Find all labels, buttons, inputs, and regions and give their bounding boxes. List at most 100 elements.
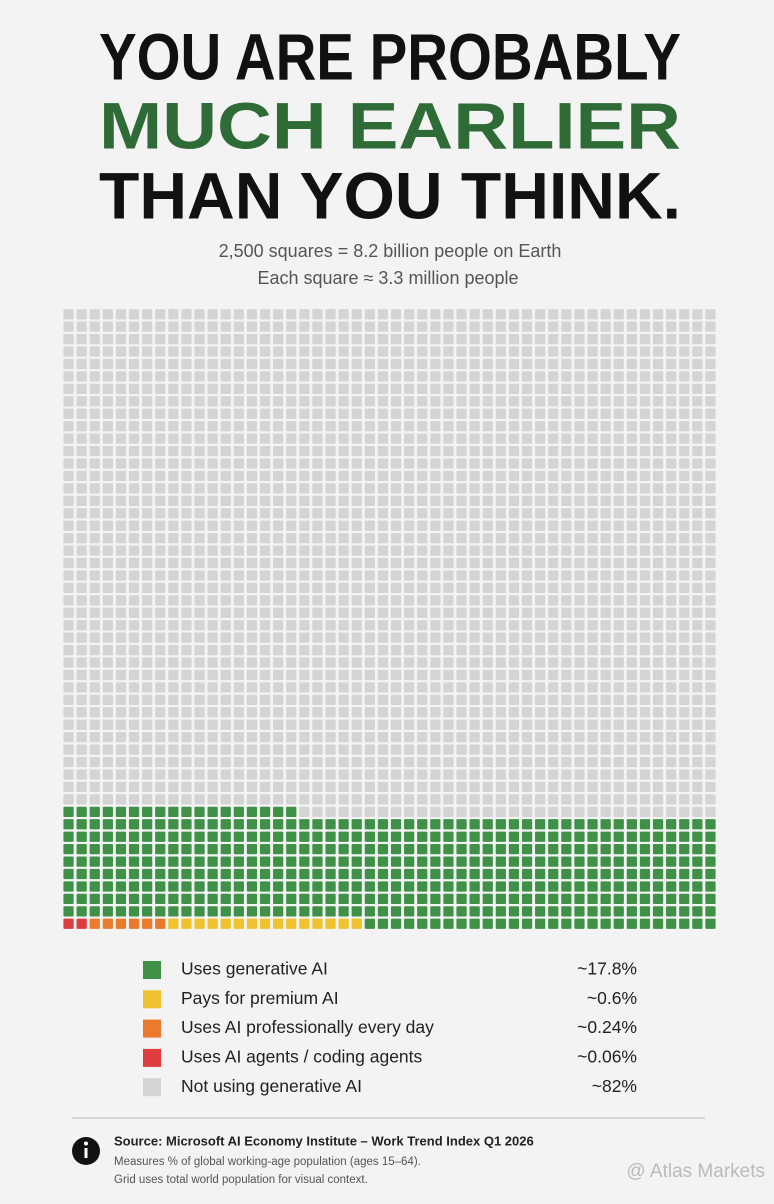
waffle-square [535, 533, 546, 544]
waffle-square [390, 520, 402, 531]
waffle-square [666, 620, 677, 631]
waffle-square [312, 893, 323, 905]
waffle-square [220, 819, 231, 830]
waffle-square [639, 732, 651, 743]
waffle-square [299, 595, 310, 606]
waffle-square [325, 694, 336, 705]
waffle-square [377, 868, 389, 880]
waffle-square [495, 657, 506, 668]
waffle-square [521, 620, 533, 631]
waffle-square [626, 644, 637, 656]
waffle-square [548, 495, 559, 506]
waffle-square [364, 694, 375, 705]
waffle-square [181, 893, 192, 905]
waffle-square [259, 831, 271, 842]
waffle-square [600, 844, 611, 855]
waffle-square [325, 794, 336, 805]
waffle-square [259, 433, 271, 444]
waffle-square [679, 856, 690, 867]
waffle-square [338, 358, 349, 370]
waffle-square [220, 844, 231, 855]
waffle-square [600, 545, 611, 556]
waffle-square [587, 707, 598, 718]
waffle-square [613, 508, 624, 519]
waffle-square [561, 582, 572, 594]
waffle-square [548, 756, 559, 768]
waffle-square [390, 557, 402, 569]
waffle-square [652, 868, 664, 880]
waffle-square [259, 881, 271, 892]
waffle-square [220, 445, 231, 457]
waffle-square [652, 458, 664, 469]
waffle-square [233, 669, 244, 681]
waffle-square [613, 756, 624, 768]
waffle-square [679, 831, 690, 842]
waffle-square [521, 433, 533, 444]
waffle-square [128, 333, 140, 345]
waffle-square [404, 582, 415, 594]
waffle-square [338, 421, 349, 432]
waffle-square [312, 620, 323, 631]
waffle-square [666, 756, 677, 768]
waffle-square [76, 433, 87, 444]
waffle-square [338, 682, 349, 693]
waffle-square [364, 396, 375, 407]
waffle-square [521, 595, 533, 606]
waffle-square [194, 881, 205, 892]
waffle-square [626, 893, 637, 905]
waffle-square [220, 694, 231, 705]
waffle-square [390, 632, 402, 643]
waffle-square [692, 831, 703, 842]
waffle-square [142, 346, 153, 357]
waffle-square [312, 632, 323, 643]
waffle-square [233, 483, 244, 494]
waffle-square [679, 545, 690, 556]
waffle-square [312, 333, 323, 345]
waffle-square [548, 333, 559, 345]
waffle-square [574, 893, 585, 905]
waffle-square [443, 607, 454, 618]
waffle-square [626, 371, 637, 382]
waffle-square [613, 533, 624, 544]
waffle-square [430, 545, 441, 556]
waffle-square [128, 893, 140, 905]
waffle-square [600, 781, 611, 793]
waffle-square [508, 545, 520, 556]
waffle-square [181, 483, 192, 494]
waffle-square [102, 545, 113, 556]
waffle-square [482, 309, 493, 320]
waffle-square [404, 794, 415, 805]
waffle-square [390, 868, 402, 880]
waffle-square [181, 533, 192, 544]
waffle-square [286, 682, 297, 693]
waffle-square [639, 744, 651, 755]
waffle-square [417, 844, 428, 855]
waffle-square [168, 371, 179, 382]
waffle-square [207, 358, 218, 370]
waffle-square [207, 744, 218, 755]
waffle-square [587, 371, 598, 382]
waffle-square [613, 794, 624, 805]
waffle-square [377, 595, 389, 606]
waffle-square [417, 707, 428, 718]
waffle-square [364, 333, 375, 345]
waffle-square [102, 657, 113, 668]
waffle-square [613, 657, 624, 668]
waffle-square [142, 595, 153, 606]
waffle-square [535, 819, 546, 830]
waffle-square [246, 421, 258, 432]
waffle-square [325, 644, 336, 656]
waffle-square [600, 657, 611, 668]
waffle-square [364, 545, 375, 556]
waffle-square [364, 620, 375, 631]
waffle-square [600, 520, 611, 531]
waffle-square [142, 309, 153, 320]
waffle-square [469, 620, 480, 631]
waffle-square [430, 383, 441, 394]
waffle-square [404, 644, 415, 656]
waffle-square [338, 881, 349, 892]
waffle-square [456, 918, 467, 929]
waffle-square [246, 508, 258, 519]
waffle-square [286, 309, 297, 320]
waffle-square [299, 669, 310, 681]
